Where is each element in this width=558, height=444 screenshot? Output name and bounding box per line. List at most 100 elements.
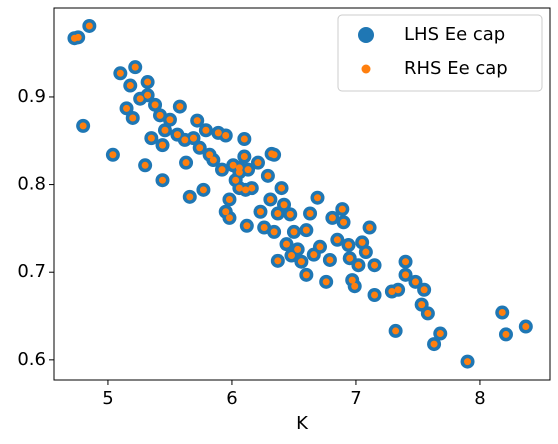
point: [424, 309, 432, 317]
point: [229, 161, 237, 169]
point: [222, 132, 230, 140]
point: [333, 236, 341, 244]
point: [156, 111, 164, 119]
point: [464, 358, 472, 366]
point: [144, 91, 152, 99]
point: [402, 258, 410, 266]
point: [225, 214, 233, 222]
point: [430, 340, 438, 348]
point: [294, 245, 302, 253]
point: [340, 218, 348, 226]
point: [274, 257, 282, 265]
point: [85, 22, 93, 30]
point: [264, 172, 272, 180]
point: [144, 78, 152, 86]
point: [74, 33, 82, 41]
point: [209, 156, 217, 164]
point: [196, 144, 204, 152]
legend-label: RHS Ee cap: [404, 58, 508, 79]
point: [302, 271, 310, 279]
point: [348, 276, 356, 284]
point: [79, 122, 87, 130]
point: [358, 238, 366, 246]
point: [254, 159, 262, 167]
point: [326, 256, 334, 264]
point: [328, 214, 336, 222]
point: [240, 153, 248, 161]
point: [306, 209, 314, 217]
point: [206, 151, 214, 159]
point: [436, 330, 444, 338]
y-tick-label: 0.6: [17, 349, 46, 370]
y-tick-label: 0.8: [17, 174, 46, 195]
point: [354, 261, 362, 269]
point: [235, 164, 243, 172]
point: [498, 309, 506, 317]
point: [283, 240, 290, 248]
legend-box: [337, 14, 543, 92]
point: [218, 166, 226, 174]
point: [260, 224, 268, 232]
point: [248, 184, 256, 192]
x-tick-label: 8: [474, 388, 485, 409]
point: [314, 194, 321, 202]
point: [392, 327, 400, 335]
point: [131, 63, 139, 71]
point: [297, 258, 305, 266]
point: [225, 195, 233, 203]
legend-marker: [361, 64, 371, 74]
point: [136, 95, 144, 103]
point: [166, 116, 174, 124]
point: [109, 151, 117, 159]
point: [302, 226, 310, 234]
point: [193, 117, 201, 125]
x-tick-label: 6: [226, 388, 237, 409]
point: [176, 103, 184, 111]
x-axis-label: K: [296, 413, 309, 434]
point: [235, 184, 243, 192]
point: [159, 176, 166, 184]
point: [402, 271, 410, 279]
point: [322, 278, 330, 286]
point: [290, 228, 298, 236]
point: [388, 287, 396, 295]
point: [310, 251, 318, 259]
point: [222, 208, 230, 216]
point: [202, 126, 210, 134]
point: [270, 151, 278, 159]
point: [418, 301, 426, 309]
point: [371, 261, 379, 269]
point: [126, 82, 134, 90]
point: [151, 101, 159, 109]
plot-frame: [53, 7, 551, 381]
point: [278, 184, 286, 192]
point: [214, 129, 222, 137]
point: [161, 126, 169, 134]
point: [256, 208, 264, 216]
point: [141, 161, 149, 169]
point: [242, 186, 250, 194]
legend-marker: [358, 27, 374, 43]
point: [147, 134, 155, 142]
point: [129, 114, 137, 122]
legend-label: LHS Ee cap: [404, 24, 505, 45]
point: [232, 176, 240, 184]
point: [394, 286, 402, 294]
y-tick-label: 0.9: [17, 86, 46, 107]
point: [199, 186, 207, 194]
point: [190, 134, 197, 142]
point: [280, 201, 288, 209]
x-tick-label: 5: [102, 388, 113, 409]
point: [502, 330, 510, 338]
point: [270, 228, 278, 236]
point: [186, 193, 194, 201]
point: [274, 209, 282, 217]
point: [371, 291, 379, 299]
point: [266, 195, 274, 203]
point: [316, 243, 324, 251]
point: [338, 205, 346, 213]
point: [123, 104, 131, 112]
point: [420, 286, 428, 294]
point: [240, 135, 248, 143]
